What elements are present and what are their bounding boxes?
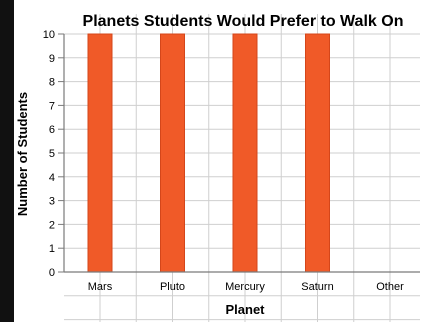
y-tick-label: 9 [49,53,55,65]
y-tick-label: 8 [49,77,55,89]
x-axis-label: Planet [225,302,265,317]
y-axis-label: Number of Students [15,92,30,216]
chart-title: Planets Students Would Prefer to Walk On [83,13,404,30]
y-tick-label: 7 [49,100,55,112]
tick-labels: Mars Pluto Mercury Saturn Other 0 1 2 3 4 5 6 7 8 9 10 [43,29,404,293]
bar-pluto [160,33,185,273]
y-tick-label: 2 [49,219,55,231]
bars [87,33,330,273]
x-tick-label: Mars [88,281,113,293]
y-tick-label: 0 [49,267,55,279]
bar-saturn [305,33,330,273]
y-tick-label: 1 [49,243,55,255]
bar-mars [87,33,113,273]
x-tick-label: Mercury [225,281,265,293]
bar-mercury [232,33,258,273]
axes [58,33,420,273]
y-tick-label: 10 [43,29,55,41]
x-tick-label: Pluto [160,281,185,293]
y-tick-label: 6 [49,124,55,136]
y-tick-label: 3 [49,196,55,208]
y-tick-label: 5 [49,148,55,160]
x-tick-label: Saturn [301,281,333,293]
left-frame-bar [0,0,14,322]
x-tick-label: Other [376,281,404,293]
y-tick-label: 4 [49,172,55,184]
